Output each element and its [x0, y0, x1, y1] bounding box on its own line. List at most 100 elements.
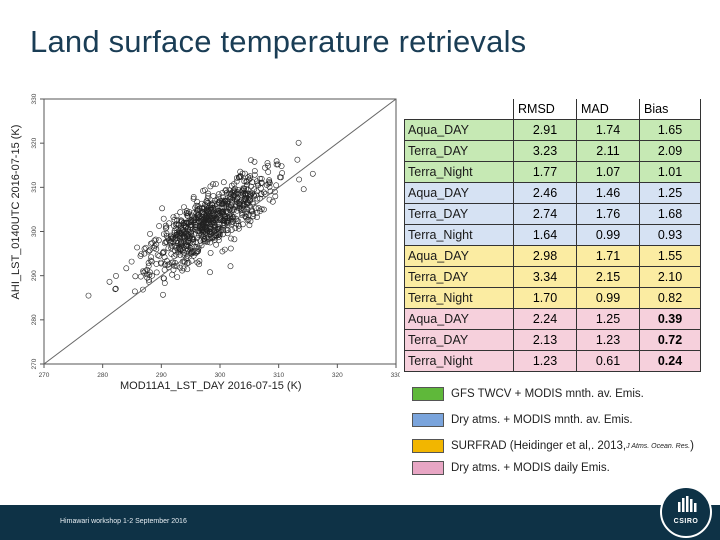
legend-label: Dry atms. + MODIS daily Emis. [451, 462, 610, 474]
stats-table: RMSD MAD Bias Aqua_DAY 2.91 1.74 1.65 Terra_… [404, 99, 701, 372]
scatter-point [213, 215, 219, 222]
scatter-point [171, 243, 178, 249]
stats-header-row: RMSD MAD Bias [404, 99, 701, 120]
scatter-point [166, 261, 172, 267]
stats-cell-rmsd: 2.98 [513, 245, 577, 267]
stats-cell-rmsd: 2.91 [513, 119, 577, 141]
scatter-point [211, 204, 218, 211]
stats-cell-rmsd: 1.23 [513, 350, 577, 372]
scatter-point [295, 139, 302, 146]
x-tick-label: 310 [273, 372, 284, 379]
stats-cell-rmsd: 3.23 [513, 140, 577, 162]
scatter-point [242, 191, 248, 198]
scatter-point [144, 274, 151, 281]
scatter-point [264, 160, 271, 166]
scatter-point [212, 181, 219, 187]
x-tick-label: 320 [332, 372, 343, 379]
scatter-point [245, 212, 252, 219]
scatter-point [199, 217, 206, 224]
scatter-point [153, 246, 160, 253]
scatter-point [205, 193, 211, 199]
y-tick-label: 310 [31, 182, 38, 193]
scatter-point [134, 244, 140, 251]
scatter-point [170, 239, 177, 246]
scatter-point [247, 218, 254, 225]
x-tick-label: 300 [215, 372, 226, 379]
slide-title: Land surface temperature retrievals [30, 24, 527, 59]
scatter-point [205, 205, 212, 212]
scatter-point [161, 266, 168, 273]
stats-cell-mad: 1.74 [576, 119, 640, 141]
scatter-point [203, 198, 210, 205]
stats-cell-bias: 2.10 [639, 266, 701, 288]
stats-cell-rmsd: 2.46 [513, 182, 577, 204]
scatter-point [228, 235, 234, 242]
scatter-point [151, 237, 158, 244]
scatter-point [172, 242, 179, 249]
scatter-point [180, 251, 187, 258]
scatter-point [231, 192, 238, 198]
scatter-point [206, 229, 213, 235]
scatter-point [246, 202, 253, 209]
scatter-point [279, 170, 285, 176]
header-rmsd: RMSD [513, 99, 577, 120]
x-tick-label: 330 [391, 372, 400, 379]
scatter-point [266, 180, 273, 186]
scatter-point [112, 286, 119, 293]
scatter-point [187, 247, 194, 254]
scatter-point [203, 206, 210, 213]
stats-cell-mad: 1.07 [576, 161, 640, 183]
stats-cell-rmsd: 2.74 [513, 203, 577, 225]
scatter-point [211, 237, 218, 243]
stats-cell-bias: 1.65 [639, 119, 701, 141]
header-mad: MAD [576, 99, 640, 120]
scatter-point [106, 278, 113, 285]
stats-row: Aqua_DAY 2.46 1.46 1.25 [404, 182, 701, 204]
scatter-point [272, 193, 279, 200]
scatter-point [197, 208, 204, 214]
scatter-point [237, 168, 244, 175]
scatter-point [215, 237, 222, 244]
scatter-point [203, 213, 210, 219]
scatter-point [149, 272, 155, 279]
scatter-point [228, 215, 235, 222]
scatter-point [164, 262, 171, 268]
stats-cell-mad: 1.71 [576, 245, 640, 267]
stats-cell-bias: 2.09 [639, 140, 701, 162]
y-axis-label: AHI_LST_0140UTC 2016-07-15 (K) [10, 124, 22, 300]
scatter-point [139, 286, 146, 293]
scatter-point [231, 236, 238, 243]
scatter-point [204, 208, 211, 215]
stats-cell-name: Terra_DAY [404, 329, 514, 351]
stats-cell-rmsd: 3.34 [513, 266, 577, 288]
scatter-point [189, 234, 195, 241]
scatter-point [266, 177, 273, 184]
scatter-point [233, 190, 240, 197]
scatter-point [265, 169, 272, 175]
scatter-point [216, 200, 223, 206]
stats-cell-bias: 1.25 [639, 182, 701, 204]
legend-label: SURFRAD (Heidinger et al,. 2013, [451, 440, 627, 452]
scatter-point [250, 192, 257, 198]
y-tick-label: 300 [31, 226, 38, 237]
scatter-point [147, 240, 154, 247]
scatter-point [140, 268, 146, 274]
scatter-point [235, 205, 242, 211]
scatter-point [176, 228, 183, 234]
scatter-point [237, 201, 243, 207]
scatter-point [257, 185, 264, 192]
scatter-point [181, 204, 187, 210]
stats-cell-name: Aqua_DAY [404, 245, 514, 267]
scatter-point [196, 218, 203, 225]
scatter-point [250, 213, 257, 220]
scatter-point [123, 265, 130, 272]
scatter-point [198, 218, 205, 225]
scatter-point [203, 213, 209, 220]
scatter-point [112, 285, 119, 292]
scatter-point [245, 216, 252, 223]
stats-row: Terra_Night 1.23 0.61 0.24 [404, 350, 701, 372]
scatter-point [223, 204, 230, 211]
scatter-point [186, 235, 192, 242]
y-tick-label: 290 [31, 270, 38, 281]
x-tick-label: 280 [97, 372, 108, 379]
